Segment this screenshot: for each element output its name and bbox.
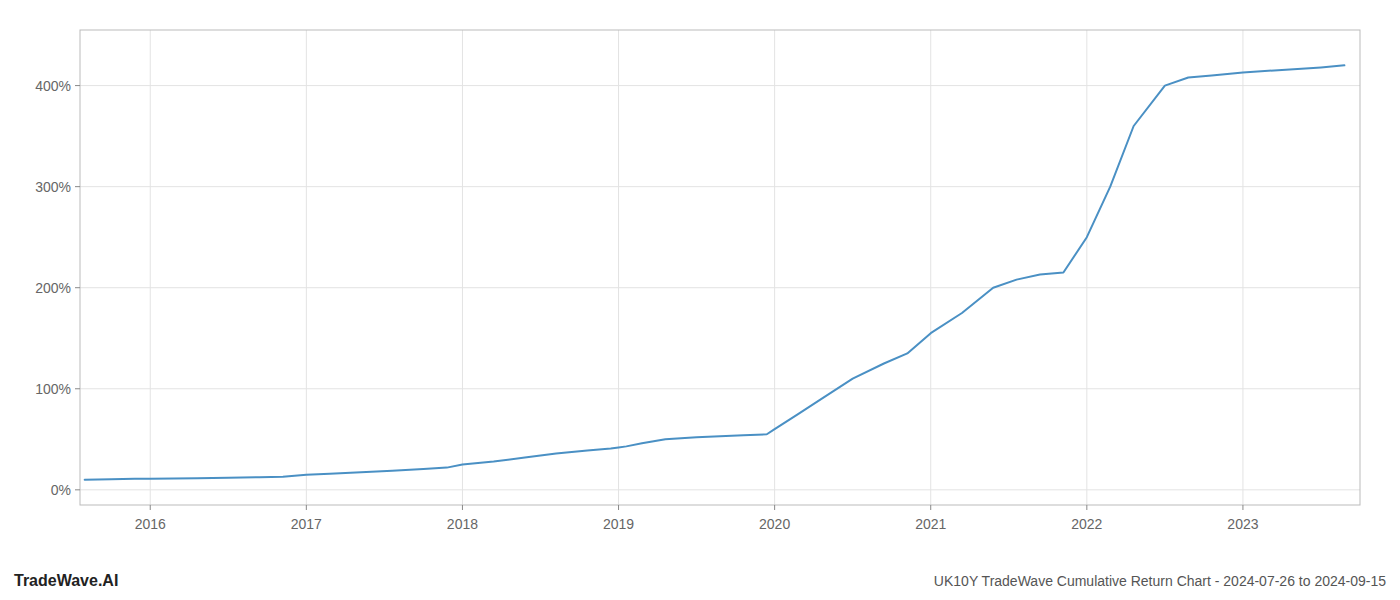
grid-line	[80, 489, 1360, 490]
x-tick-label: 2021	[915, 516, 946, 532]
y-tick-label: 400%	[35, 78, 71, 94]
x-tick	[618, 505, 619, 510]
grid-line	[774, 30, 775, 505]
x-tick-label: 2016	[135, 516, 166, 532]
x-tick-label: 2019	[603, 516, 634, 532]
plot-area	[85, 65, 1345, 479]
x-tick	[1086, 505, 1087, 510]
x-tick-label: 2022	[1071, 516, 1102, 532]
grid-line	[1086, 30, 1087, 505]
watermark: TradeWave.AI	[14, 572, 118, 589]
x-tick	[306, 505, 307, 510]
y-tick	[75, 186, 80, 187]
y-tick	[75, 489, 80, 490]
y-tick	[75, 85, 80, 86]
grid-line	[306, 30, 307, 505]
x-tick	[150, 505, 151, 510]
axes: 0% 100% 200% 300% 400% 2016 2017 2018 2019 2020 20…	[35, 78, 1259, 532]
x-tick	[1242, 505, 1243, 510]
y-tick	[75, 388, 80, 389]
title: UK10Y TradeWave Cumulative Return Chart …	[934, 573, 1386, 589]
grid-line	[618, 30, 619, 505]
grid-line	[80, 186, 1360, 187]
plot-frame	[80, 30, 1360, 505]
line	[85, 65, 1345, 479]
y-tick-label: 100%	[35, 381, 71, 397]
x-tick-label: 2017	[291, 516, 322, 532]
x-tick-label: 2020	[759, 516, 790, 532]
y-tick-label: 300%	[35, 179, 71, 195]
x-tick-label: 2023	[1227, 516, 1258, 532]
grid	[80, 30, 1360, 505]
grid-line	[80, 388, 1360, 389]
x-tick	[930, 505, 931, 510]
y-tick	[75, 287, 80, 288]
background	[0, 0, 1400, 600]
grid-line	[80, 287, 1360, 288]
grid-line	[462, 30, 463, 505]
x-tick	[462, 505, 463, 510]
x-tick	[774, 505, 775, 510]
grid-line	[930, 30, 931, 505]
y-tick-label: 0%	[51, 482, 71, 498]
y-tick-label: 200%	[35, 280, 71, 296]
x-tick-label: 2018	[447, 516, 478, 532]
chart: 0% 100% 200% 300% 400% 2016 2017 2018 2019 2020 20…	[0, 0, 1400, 600]
grid-line	[1242, 30, 1243, 505]
grid-line	[150, 30, 151, 505]
